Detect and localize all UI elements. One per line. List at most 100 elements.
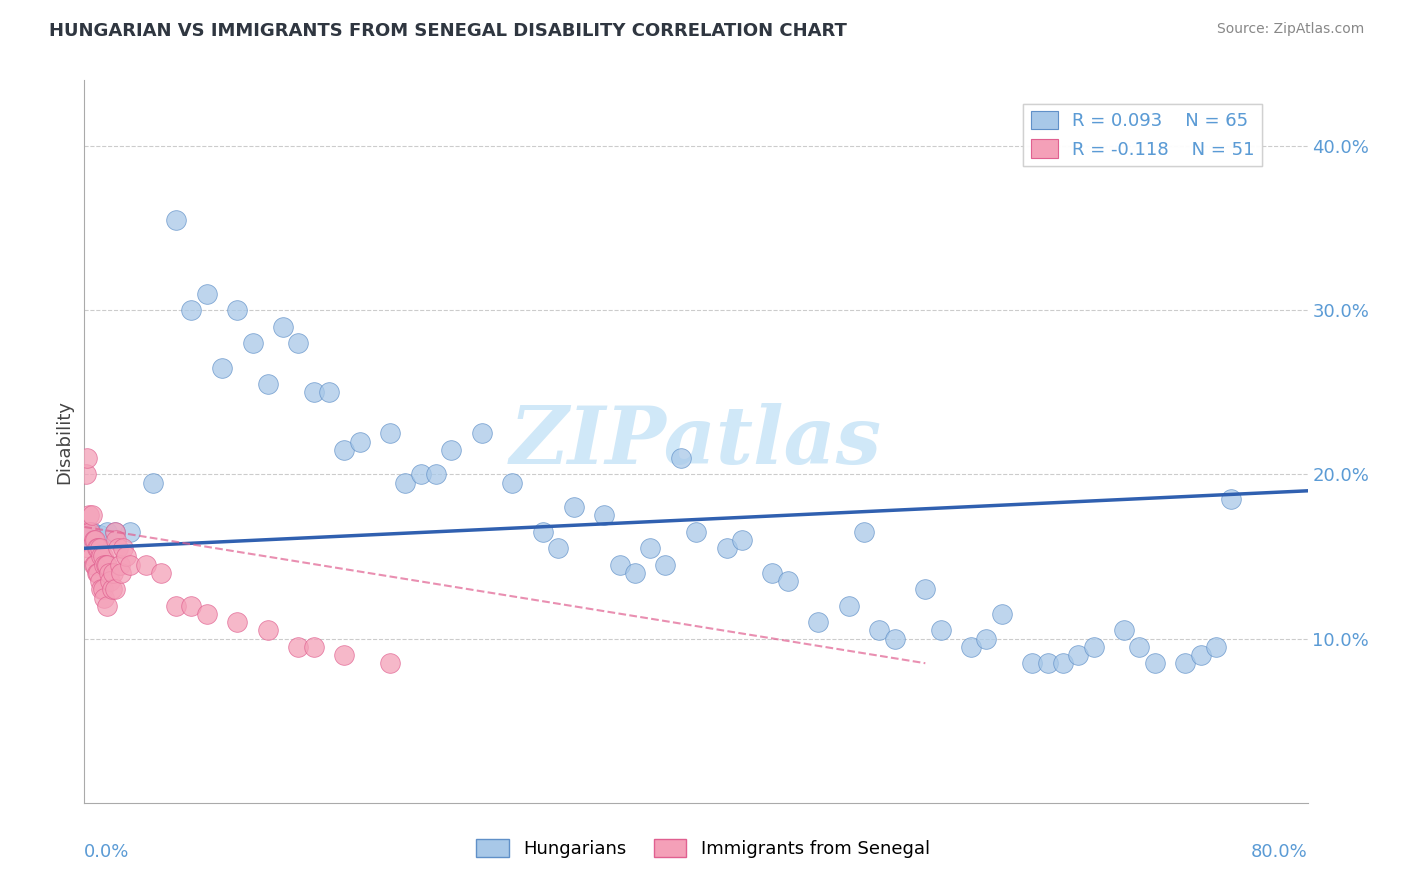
Point <box>135 558 157 572</box>
Point <box>776 574 799 588</box>
Point <box>111 541 134 556</box>
Point <box>624 566 647 580</box>
Point <box>271 319 294 334</box>
Point <box>1174 657 1197 671</box>
Point <box>89 528 111 542</box>
Point <box>80 524 103 539</box>
Point <box>929 624 952 638</box>
Point <box>98 574 121 588</box>
Text: Source: ZipAtlas.com: Source: ZipAtlas.com <box>1216 22 1364 37</box>
Point <box>562 500 585 515</box>
Point <box>149 566 172 580</box>
Point <box>1067 648 1090 662</box>
Point <box>380 657 402 671</box>
Point <box>257 624 280 638</box>
Point <box>853 524 876 539</box>
Point <box>90 549 112 564</box>
Point <box>84 533 107 547</box>
Point <box>180 303 202 318</box>
Point <box>1083 640 1105 654</box>
Point <box>638 541 661 556</box>
Point <box>226 615 249 630</box>
Point <box>761 566 783 580</box>
Point <box>91 549 114 564</box>
Point <box>287 640 309 654</box>
Point <box>89 574 111 588</box>
Point <box>960 640 983 654</box>
Point <box>302 640 325 654</box>
Point <box>1114 624 1136 638</box>
Point <box>104 524 127 539</box>
Point <box>108 558 131 572</box>
Point <box>380 426 402 441</box>
Point <box>101 582 124 597</box>
Point <box>471 426 494 441</box>
Point <box>96 558 118 572</box>
Point <box>96 524 118 539</box>
Point <box>165 599 187 613</box>
Point <box>93 558 115 572</box>
Point <box>104 524 127 539</box>
Point <box>76 450 98 465</box>
Point <box>195 607 218 621</box>
Point <box>91 582 114 597</box>
Point <box>83 533 105 547</box>
Point <box>976 632 998 646</box>
Point <box>86 541 108 556</box>
Point <box>165 212 187 227</box>
Point <box>531 524 554 539</box>
Legend: R = 0.093    N = 65, R = -0.118    N = 51: R = 0.093 N = 65, R = -0.118 N = 51 <box>1024 103 1261 166</box>
Point <box>120 524 142 539</box>
Point <box>84 558 107 572</box>
Point <box>142 475 165 490</box>
Point <box>83 558 105 572</box>
Point <box>654 558 676 572</box>
Y-axis label: Disability: Disability <box>55 400 73 483</box>
Point <box>731 533 754 547</box>
Point <box>103 566 125 580</box>
Point <box>104 582 127 597</box>
Point <box>883 632 905 646</box>
Text: HUNGARIAN VS IMMIGRANTS FROM SENEGAL DISABILITY CORRELATION CHART: HUNGARIAN VS IMMIGRANTS FROM SENEGAL DIS… <box>49 22 846 40</box>
Point <box>93 591 115 605</box>
Point <box>425 467 447 482</box>
Point <box>94 558 117 572</box>
Point <box>107 541 129 556</box>
Point <box>869 624 891 638</box>
Point <box>440 442 463 457</box>
Text: 80.0%: 80.0% <box>1251 843 1308 861</box>
Point <box>211 360 233 375</box>
Point <box>1021 657 1043 671</box>
Point <box>120 558 142 572</box>
Point <box>114 549 136 564</box>
Point <box>1128 640 1150 654</box>
Point <box>195 286 218 301</box>
Point <box>80 508 103 523</box>
Point <box>838 599 860 613</box>
Point <box>318 385 340 400</box>
Point <box>349 434 371 449</box>
Point <box>79 524 101 539</box>
Point <box>77 508 100 523</box>
Point <box>77 541 100 556</box>
Point <box>287 336 309 351</box>
Point <box>242 336 264 351</box>
Point <box>716 541 738 556</box>
Point <box>333 648 356 662</box>
Point <box>97 566 120 580</box>
Point <box>609 558 631 572</box>
Point <box>409 467 432 482</box>
Point <box>1052 657 1074 671</box>
Point <box>669 450 692 465</box>
Point <box>302 385 325 400</box>
Point <box>105 533 128 547</box>
Point <box>685 524 707 539</box>
Point <box>180 599 202 613</box>
Text: ZIPatlas: ZIPatlas <box>510 403 882 480</box>
Point <box>1205 640 1227 654</box>
Point <box>86 530 108 544</box>
Point <box>86 566 108 580</box>
Point <box>593 508 616 523</box>
Point <box>87 566 110 580</box>
Point <box>75 467 97 482</box>
